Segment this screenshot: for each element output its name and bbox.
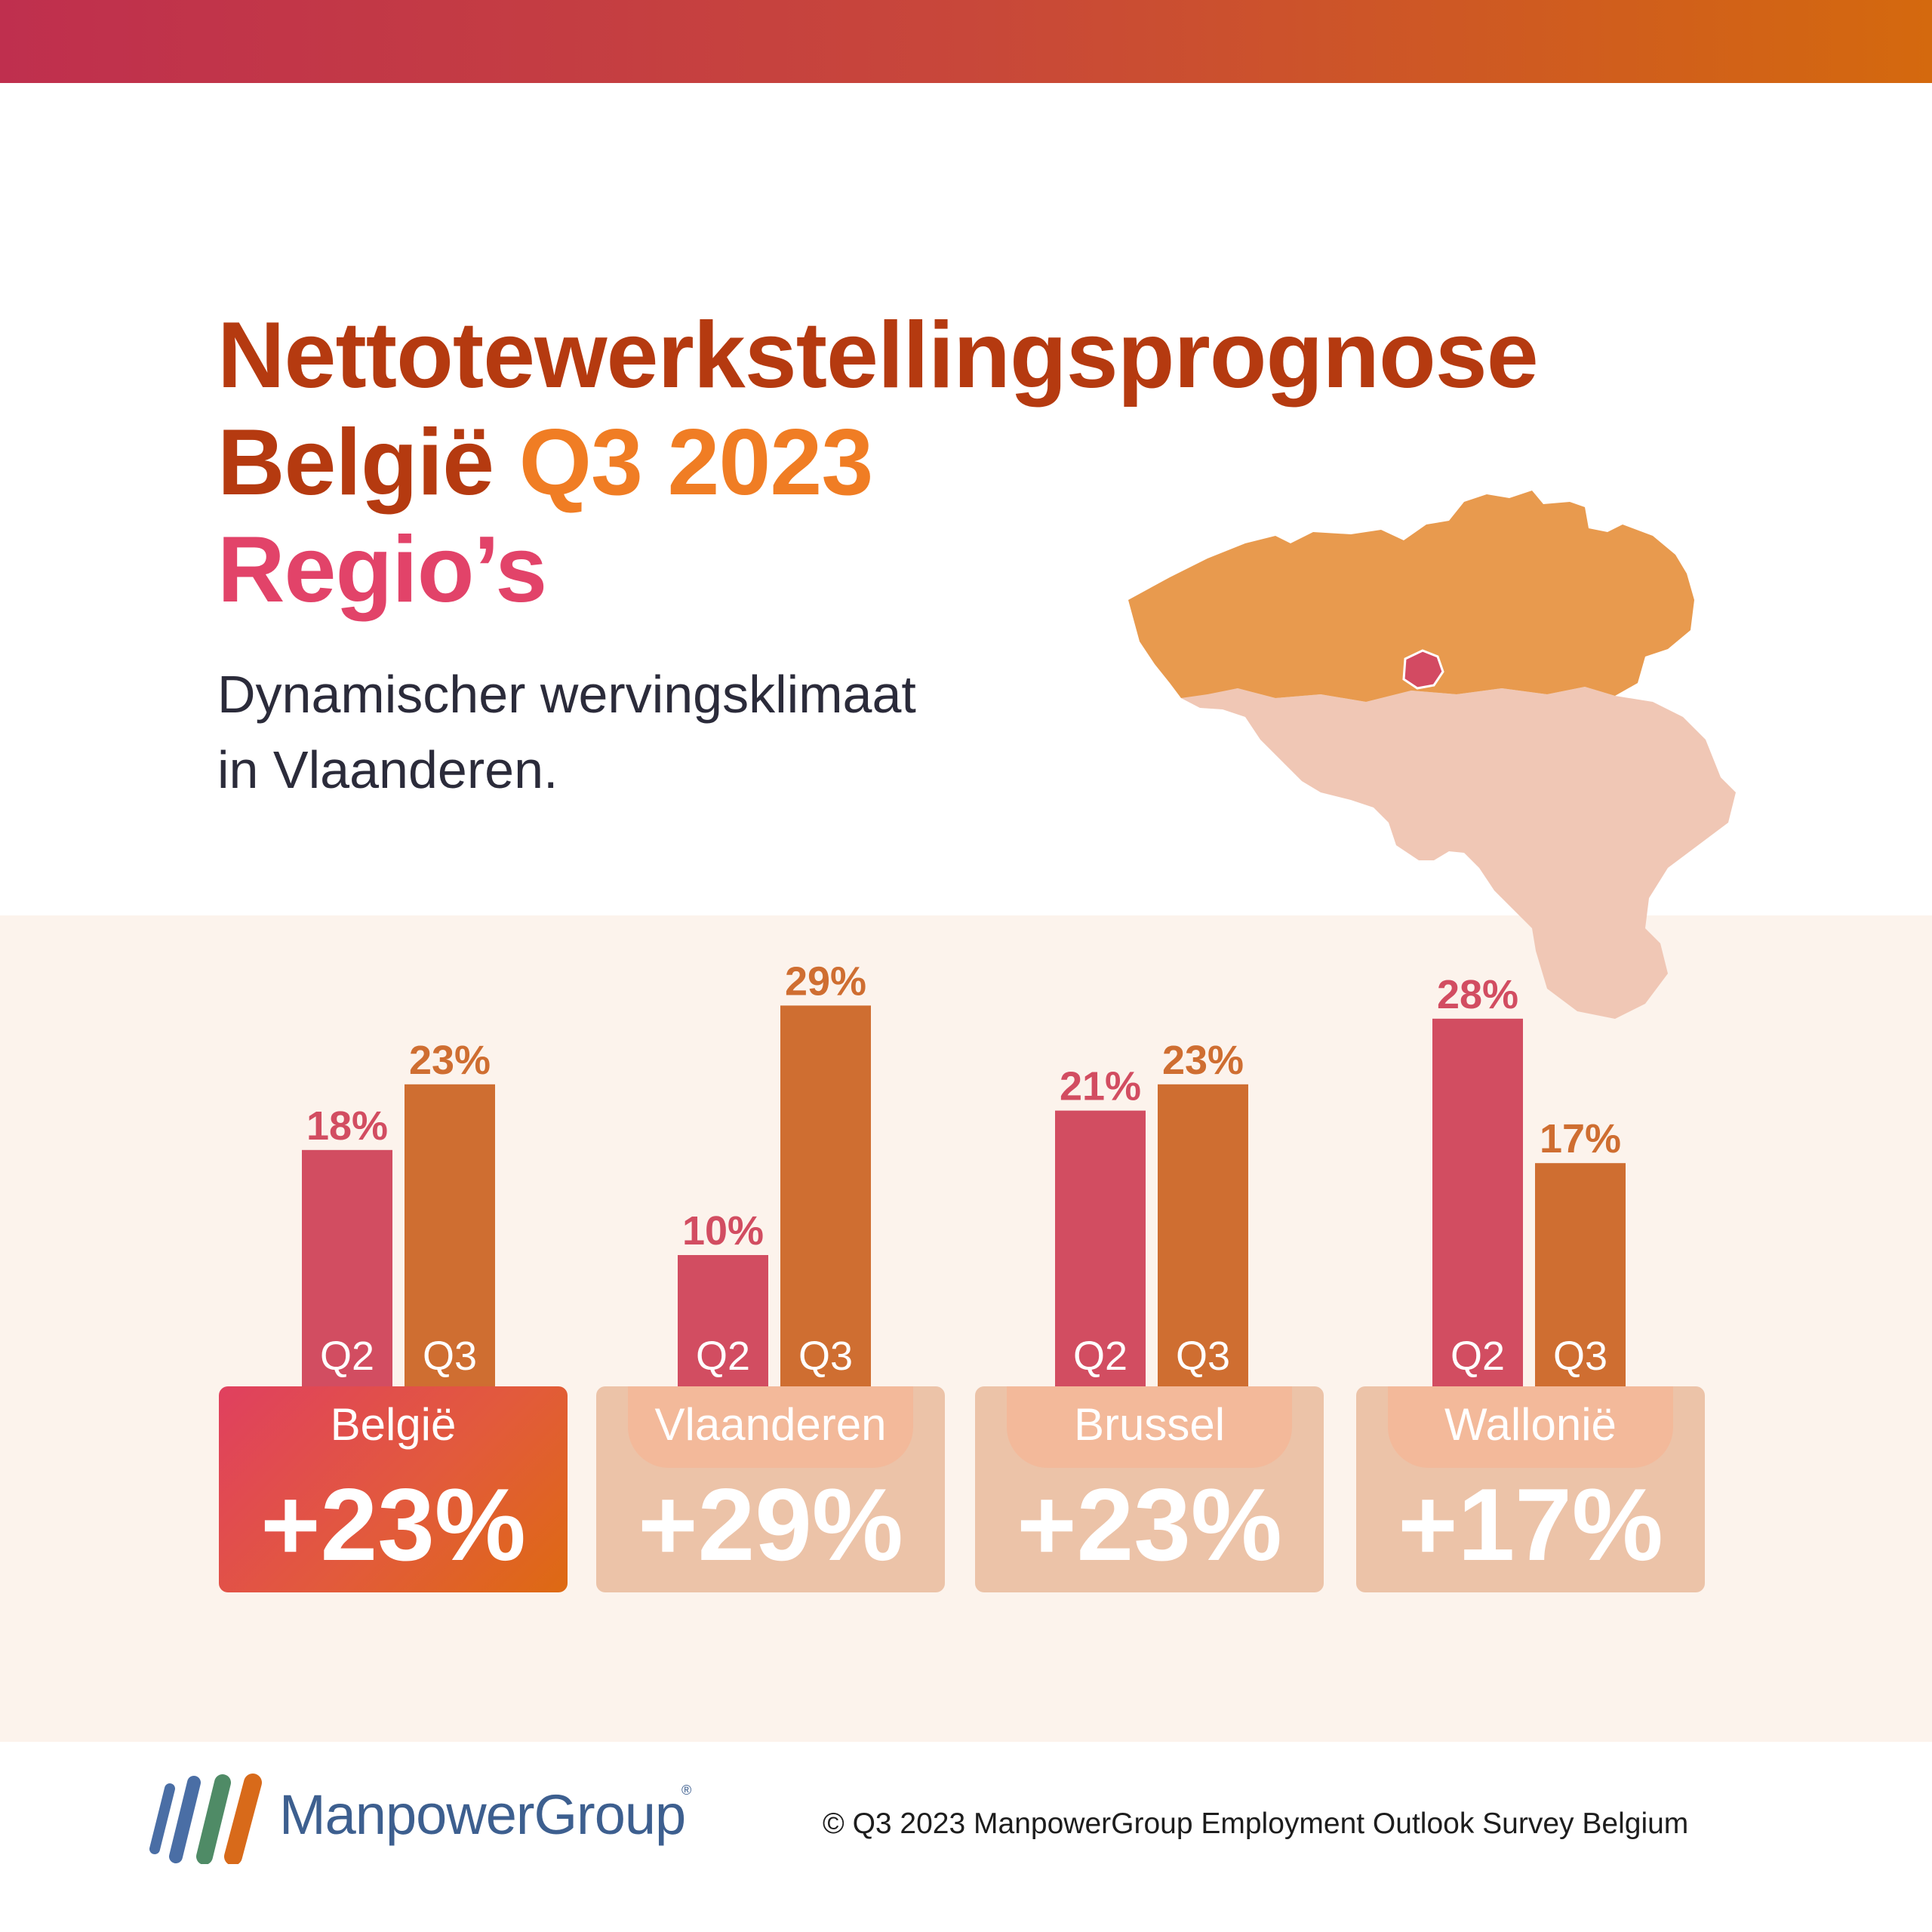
data-label-q2-0: 18% [306,1103,388,1149]
data-label-q2-3: 28% [1437,972,1518,1017]
bar-q3-0 [405,1084,495,1386]
category-label: België [330,1399,457,1450]
bar-series-label-q2-1: Q2 [696,1334,750,1379]
category-box-wallonie: Wallonië +17% [1356,1386,1705,1592]
data-label-q3-2: 23% [1162,1038,1244,1083]
map-region-wallonie [1181,687,1736,1019]
data-label-q2-1: 10% [682,1208,764,1254]
title-line-2: België Q3 2023 [217,409,1538,516]
category-total: +17% [1398,1467,1663,1582]
category-box-brussel: Brussel +23% [975,1386,1324,1592]
data-label-q3-1: 29% [785,958,866,1004]
category-box-vlaanderen: Vlaanderen +29% [596,1386,945,1592]
title-line-3: Regio’s [217,518,547,622]
bar-q3-3 [1535,1163,1626,1386]
bar-series-label-q3-3: Q3 [1553,1334,1607,1379]
title-quarter: Q3 2023 [518,411,874,515]
category-label: Brussel [1006,1386,1293,1468]
subtitle-line-1: Dynamischer wervingsklimaat [217,665,916,724]
bar-q2-1 [678,1255,768,1386]
bar-series-label-q2-3: Q2 [1451,1334,1505,1379]
bar-series-label-q3-2: Q3 [1176,1334,1230,1379]
subtitle-line-2: in Vlaanderen. [217,740,558,799]
bar-series-label-q2-0: Q2 [320,1334,374,1379]
page-title: Nettotewerkstellingsprognose België Q3 2… [217,302,1539,623]
category-total: +23% [1017,1467,1282,1582]
category-box-belgie: België +23% [219,1386,568,1592]
category-total: +29% [638,1467,903,1582]
brand-name: ManpowerGroup [279,1783,686,1846]
registered-mark: ® [681,1783,692,1798]
category-label: Vlaanderen [627,1386,914,1468]
data-label-q3-0: 23% [409,1038,491,1083]
category-total: +23% [260,1467,526,1582]
manpowergroup-logo: ManpowerGroup ® [147,1766,691,1864]
bar-series-label-q2-2: Q2 [1073,1334,1128,1379]
bar-q2-3 [1432,1018,1523,1386]
copyright-text: © Q3 2023 ManpowerGroup Employment Outlo… [823,1807,1689,1840]
bar-q3-2 [1158,1084,1248,1386]
title-line-1: Nettotewerkstellingsprognose [217,303,1539,408]
data-label-q3-3: 17% [1540,1116,1621,1161]
bar-series-label-q3-0: Q3 [423,1334,477,1379]
top-gradient-bar [0,0,1932,83]
belgium-map [1128,491,1736,1019]
title-country: België [217,411,494,515]
bar-series-label-q3-1: Q3 [798,1334,853,1379]
data-label-q2-2: 21% [1060,1064,1141,1109]
map-region-vlaanderen [1128,491,1694,702]
bar-q2-0 [302,1149,392,1386]
logo-mark-icon [149,1774,262,1864]
subtitle: Dynamischer wervingsklimaat in Vlaandere… [217,657,916,808]
bar-q3-1 [780,1005,871,1386]
category-label: Wallonië [1387,1386,1674,1468]
bar-q2-2 [1055,1110,1146,1386]
bar-chart: 18% Q2 23% Q3 10% Q2 29% Q3 21% Q2 23% Q3 28% Q2 17% Q3 [302,958,1626,1386]
map-region-brussel [1402,649,1444,690]
